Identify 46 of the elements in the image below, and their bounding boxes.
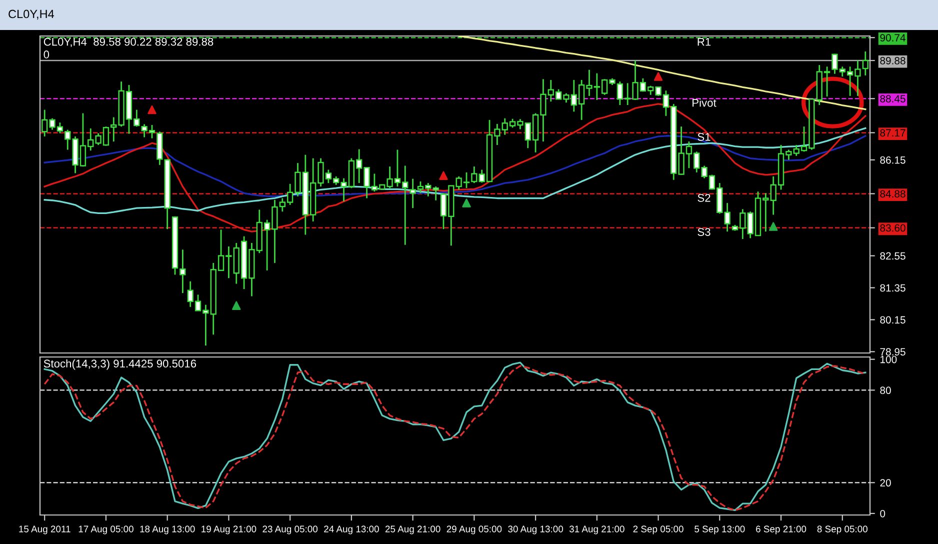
- point: [148, 105, 156, 114]
- y-tick-label: 78.95: [880, 348, 906, 356]
- point: [462, 198, 471, 208]
- annotation: 0: [44, 50, 50, 58]
- y-tick-label: 83.60: [880, 224, 906, 232]
- x-tick-label: 17 Aug 05:00: [78, 526, 134, 534]
- y-tick-label: 80: [880, 386, 891, 394]
- y-tick-label: 100: [880, 356, 897, 364]
- y-tick-label: 82.55: [880, 252, 906, 260]
- ref-line-label: S3: [698, 228, 710, 236]
- y-tick-label: 89.88: [880, 57, 906, 64]
- point: [654, 72, 663, 81]
- y-tick-label: 20: [880, 479, 891, 487]
- x-tick-label: 15 Aug 2011: [19, 526, 70, 534]
- chart-subtitle: CL0Y,H4 89.58 90.22 89.32 89.88: [44, 38, 214, 48]
- point: [232, 301, 241, 310]
- x-tick-label: 5 Sep 13:00: [694, 526, 745, 534]
- x-tick-label: 2 Sep 05:00: [633, 526, 684, 534]
- x-tick-label: 24 Aug 13:00: [324, 526, 379, 534]
- ref-line-label: S2: [698, 194, 710, 202]
- y-tick-label: 86.15: [880, 156, 906, 164]
- point: [768, 222, 778, 231]
- line-series: [458, 36, 866, 110]
- x-tick-label: 31 Aug 21:00: [569, 526, 624, 534]
- x-tick-label: 18 Aug 13:00: [140, 526, 195, 534]
- x-tick-label: 30 Aug 13:00: [508, 526, 564, 534]
- x-tick-label: 8 Sep 05:00: [817, 526, 868, 534]
- y-tick-label: 84.88: [880, 190, 906, 198]
- x-tick-label: 6 Sep 21:00: [756, 526, 806, 534]
- x-tick-label: 19 Aug 21:00: [202, 526, 256, 534]
- y-tick-label: 90.74: [880, 34, 906, 42]
- chart-title: Stoch(14,3,3) 91.4425 90.5016: [44, 359, 196, 370]
- point: [439, 171, 448, 180]
- x-tick-label: 25 Aug 21:00: [385, 526, 440, 534]
- y-tick-label: 81.35: [880, 284, 906, 292]
- y-tick-label: 87.17: [880, 129, 906, 137]
- y-tick-label: 80.15: [880, 316, 906, 324]
- chart-title: CL0Y,H4: [8, 10, 54, 20]
- y-tick-label: 0: [880, 510, 886, 518]
- x-tick-label: 29 Aug 05:00: [446, 526, 502, 534]
- x-tick-label: 23 Aug 05:00: [262, 526, 318, 534]
- ref-line-label: Pivot: [692, 98, 716, 107]
- ref-line-label: S1: [698, 132, 710, 141]
- ref-line-label: R1: [698, 38, 711, 46]
- candlestick: [180, 248, 186, 294]
- y-tick-label: 88.45: [880, 95, 906, 102]
